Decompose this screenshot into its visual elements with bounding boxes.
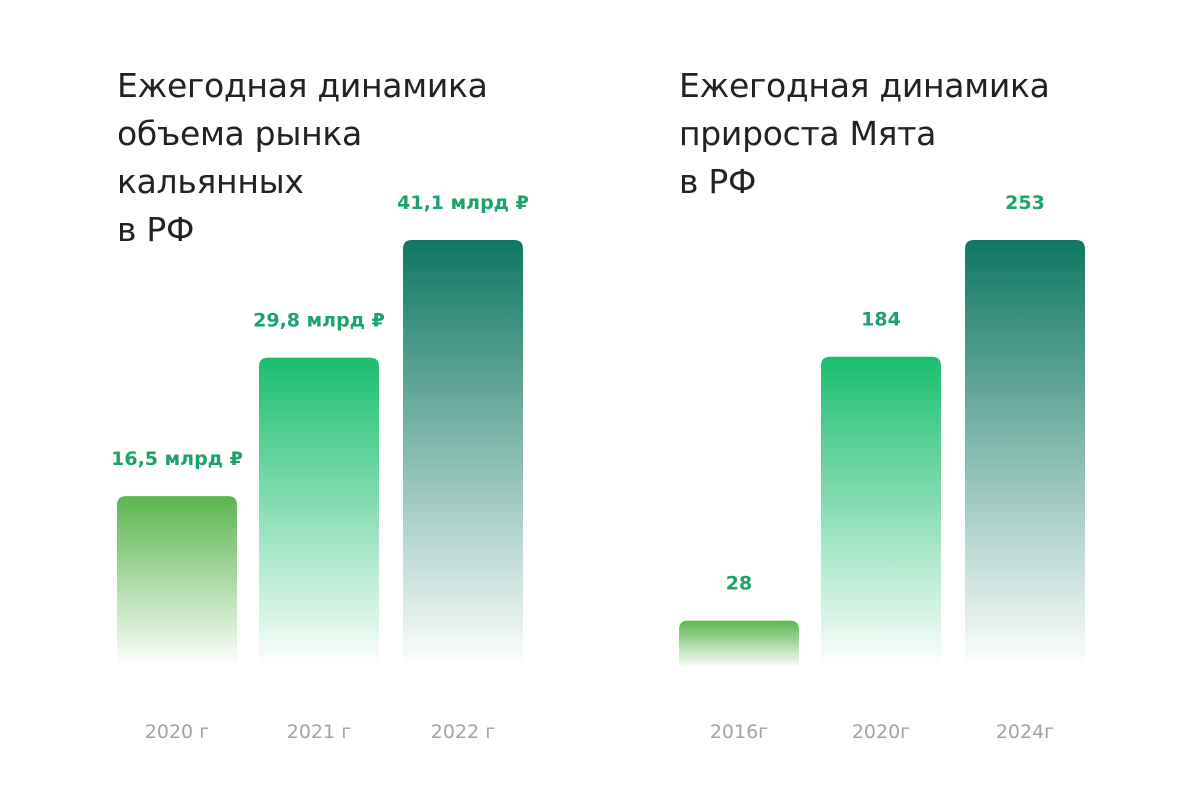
bar bbox=[403, 240, 523, 668]
bar bbox=[821, 356, 941, 668]
bar bbox=[965, 240, 1085, 668]
chart-title-line: в РФ bbox=[679, 162, 757, 201]
x-tick-label: 2020 г bbox=[145, 721, 209, 743]
mint-growth-plot: 28 2016г 184 2020г 253 2024г bbox=[679, 192, 1085, 743]
bar-value-label: 29,8 млрд ₽ bbox=[253, 310, 385, 332]
market-volume-chart: Ежегодная динамика объема рынка кальянны… bbox=[0, 0, 560, 800]
x-tick-label: 2024г bbox=[996, 721, 1054, 743]
bar-value-label: 28 bbox=[726, 573, 752, 595]
x-tick-label: 2021 г bbox=[287, 721, 351, 743]
bar-value-label: 253 bbox=[1005, 192, 1045, 214]
chart-title-line: Ежегодная динамика bbox=[117, 66, 488, 105]
chart-title-line: объема рынка bbox=[117, 114, 362, 153]
x-tick-label: 2016г bbox=[710, 721, 768, 743]
chart-title-line: прироста Мята bbox=[679, 114, 937, 153]
x-tick-label: 2022 г bbox=[431, 721, 495, 743]
mint-growth-chart: Ежегодная динамика прироста Мята в РФ 28… bbox=[562, 0, 1122, 800]
chart-title: Ежегодная динамика объема рынка кальянны… bbox=[117, 62, 488, 254]
bar-value-label: 41,1 млрд ₽ bbox=[397, 192, 529, 214]
bar bbox=[117, 496, 237, 668]
chart-title-line: кальянных bbox=[117, 162, 304, 201]
bar bbox=[259, 357, 379, 668]
bar-value-label: 16,5 млрд ₽ bbox=[111, 448, 243, 470]
chart-title-line: Ежегодная динамика bbox=[679, 66, 1050, 105]
x-tick-label: 2020г bbox=[852, 721, 910, 743]
chart-title-line: в РФ bbox=[117, 210, 195, 249]
chart-title: Ежегодная динамика прироста Мята в РФ bbox=[679, 62, 1050, 206]
bar bbox=[679, 620, 799, 668]
market-volume-plot: 16,5 млрд ₽ 2020 г 29,8 млрд ₽ 2021 г 41,1 м… bbox=[111, 192, 529, 743]
bar-value-label: 184 bbox=[861, 309, 901, 331]
